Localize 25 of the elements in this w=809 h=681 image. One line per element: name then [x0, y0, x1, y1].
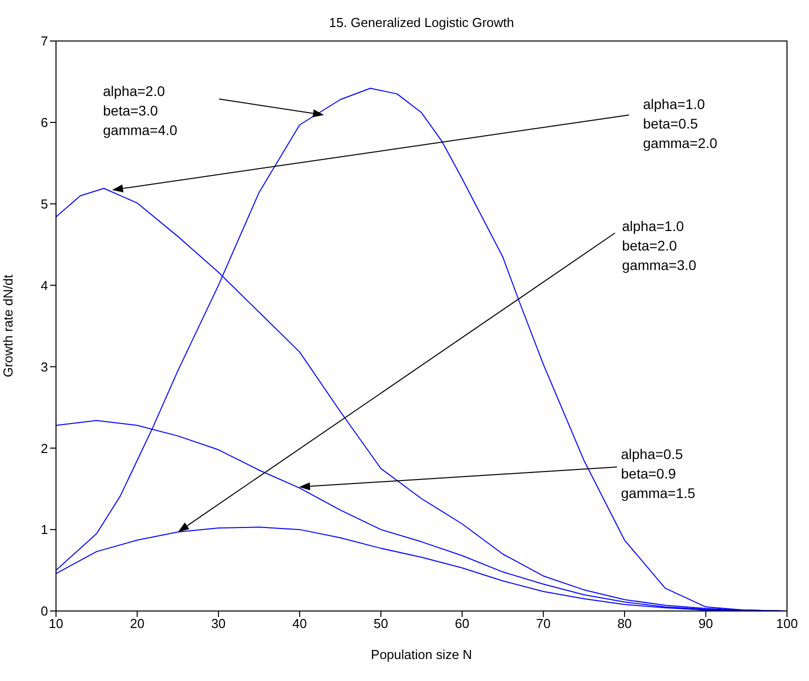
x-tick-label: 70: [536, 616, 551, 632]
y-tick-label: 5: [40, 196, 48, 212]
x-tick-label: 50: [374, 616, 388, 632]
x-tick-label: 80: [617, 616, 632, 632]
annotation: alpha=1.0 beta=0.5 gamma=2.0: [643, 96, 718, 152]
y-tick-label: 7: [40, 34, 48, 49]
x-axis-title: Population size N: [370, 647, 472, 662]
y-tick-label: 3: [40, 359, 48, 374]
y-tick-label: 2: [40, 440, 48, 456]
y-tick-label: 1: [40, 522, 48, 538]
y-tick-label: 0: [40, 604, 48, 619]
annotation: alpha=0.5 beta=0.9 gamma=1.5: [621, 446, 696, 502]
y-tick-label: 4: [40, 278, 48, 293]
y-tick-label: 6: [40, 115, 48, 130]
x-tick-label: 40: [292, 616, 307, 632]
x-tick-label: 20: [130, 616, 144, 632]
x-tick-label: 90: [698, 616, 714, 632]
x-tick-label: 10: [48, 616, 64, 632]
annotation: alpha=2.0 beta=3.0 gamma=4.0: [103, 83, 178, 138]
annotation: alpha=1.0 beta=2.0 gamma=3.0: [622, 218, 697, 274]
chart-title: 15. Generalized Logistic Growth: [329, 15, 514, 30]
x-tick-label: 30: [211, 616, 226, 632]
x-tick-label: 100: [776, 616, 798, 632]
y-axis-title: Growth rate dN/dt: [0, 274, 16, 378]
x-tick-label: 60: [454, 616, 470, 632]
